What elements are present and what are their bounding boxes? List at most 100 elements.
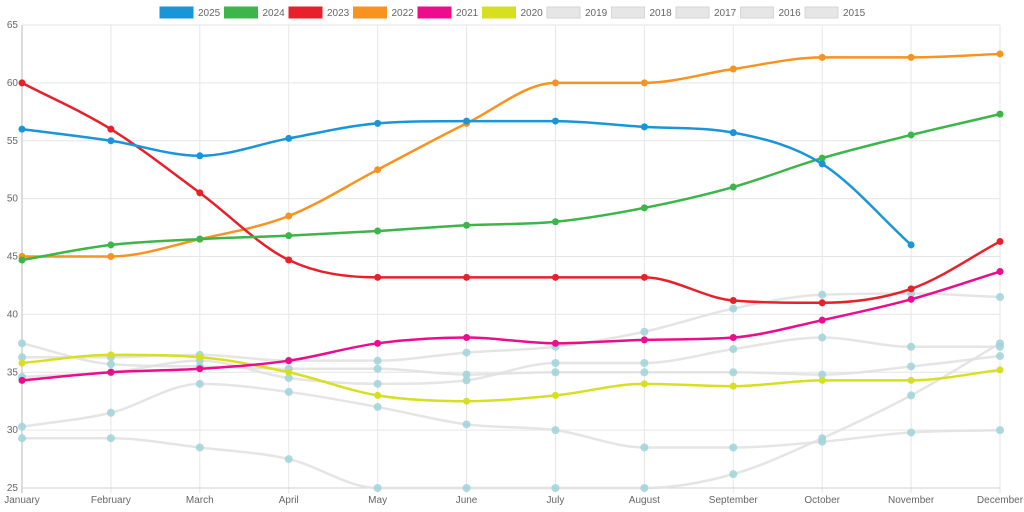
data-point-2019[interactable] (18, 339, 26, 348)
data-point-2024[interactable] (285, 232, 293, 240)
legend-item-2025[interactable]: 2025 (159, 6, 221, 19)
data-point-2021[interactable] (996, 268, 1004, 276)
data-point-2015[interactable] (729, 470, 738, 479)
data-point-2022[interactable] (729, 65, 737, 73)
data-point-2023[interactable] (285, 256, 293, 264)
data-point-2019[interactable] (462, 370, 471, 379)
data-point-2024[interactable] (640, 204, 648, 212)
data-point-2019[interactable] (373, 364, 382, 373)
data-point-2016[interactable] (284, 387, 293, 396)
data-point-2018[interactable] (462, 348, 471, 357)
data-point-2018[interactable] (18, 353, 26, 362)
data-point-2025[interactable] (907, 241, 915, 249)
data-point-2019[interactable] (551, 368, 560, 377)
data-point-2017[interactable] (907, 342, 916, 351)
data-point-2020[interactable] (18, 359, 26, 367)
data-point-2020[interactable] (374, 391, 382, 399)
data-point-2025[interactable] (285, 134, 293, 142)
data-point-2017[interactable] (996, 342, 1004, 351)
data-point-2019[interactable] (907, 362, 916, 371)
data-point-2019[interactable] (640, 368, 649, 377)
data-point-2019[interactable] (818, 370, 827, 379)
data-point-2024[interactable] (818, 154, 826, 162)
data-point-2019[interactable] (106, 360, 115, 369)
data-point-2022[interactable] (285, 212, 293, 220)
data-point-2020[interactable] (196, 353, 204, 361)
data-point-2023[interactable] (996, 237, 1004, 245)
data-point-2015[interactable] (907, 391, 916, 400)
data-point-2020[interactable] (551, 391, 559, 399)
data-point-2022[interactable] (818, 53, 826, 61)
data-point-2021[interactable] (196, 365, 204, 373)
legend-item-2017[interactable]: 2017 (675, 6, 737, 19)
data-point-2016[interactable] (907, 428, 916, 437)
data-point-2017[interactable] (551, 358, 560, 367)
data-point-2024[interactable] (463, 221, 471, 229)
data-point-2021[interactable] (18, 376, 26, 384)
data-point-2022[interactable] (551, 79, 559, 87)
data-point-2017[interactable] (284, 374, 293, 383)
data-point-2023[interactable] (18, 79, 26, 87)
data-point-2024[interactable] (996, 110, 1004, 118)
data-point-2022[interactable] (640, 79, 648, 87)
data-point-2021[interactable] (551, 339, 559, 347)
data-point-2021[interactable] (640, 336, 648, 344)
data-point-2022[interactable] (374, 166, 382, 174)
data-point-2019[interactable] (729, 368, 738, 377)
data-point-2015[interactable] (195, 443, 204, 452)
data-point-2017[interactable] (373, 379, 382, 388)
data-point-2023[interactable] (196, 189, 204, 197)
data-point-2016[interactable] (996, 426, 1004, 435)
data-point-2024[interactable] (729, 183, 737, 191)
data-point-2025[interactable] (107, 137, 115, 145)
data-point-2024[interactable] (196, 235, 204, 243)
data-point-2018[interactable] (640, 327, 649, 336)
data-point-2016[interactable] (106, 408, 115, 417)
data-point-2020[interactable] (285, 368, 293, 376)
data-point-2020[interactable] (729, 382, 737, 390)
data-point-2016[interactable] (551, 426, 560, 435)
data-point-2025[interactable] (640, 123, 648, 131)
data-point-2021[interactable] (818, 316, 826, 324)
data-point-2025[interactable] (463, 117, 471, 125)
data-point-2016[interactable] (818, 437, 827, 446)
data-point-2022[interactable] (907, 53, 915, 61)
data-point-2016[interactable] (462, 420, 471, 429)
data-point-2025[interactable] (729, 129, 737, 137)
legend-item-2015[interactable]: 2015 (804, 6, 866, 19)
data-point-2017[interactable] (462, 376, 471, 385)
legend-item-2016[interactable]: 2016 (740, 6, 802, 19)
data-point-2016[interactable] (18, 422, 26, 431)
data-point-2018[interactable] (996, 293, 1004, 302)
data-point-2020[interactable] (996, 366, 1004, 374)
data-point-2023[interactable] (107, 125, 115, 133)
legend-item-2020[interactable]: 2020 (482, 6, 544, 19)
legend-item-2021[interactable]: 2021 (417, 6, 479, 19)
data-point-2015[interactable] (462, 484, 471, 492)
data-point-2022[interactable] (107, 253, 115, 260)
data-point-2016[interactable] (373, 402, 382, 411)
data-point-2020[interactable] (463, 397, 471, 405)
data-point-2015[interactable] (640, 484, 649, 492)
data-point-2024[interactable] (107, 241, 115, 249)
data-point-2020[interactable] (907, 376, 915, 384)
legend-item-2024[interactable]: 2024 (224, 6, 286, 19)
data-point-2021[interactable] (463, 334, 471, 342)
data-point-2023[interactable] (551, 273, 559, 281)
data-point-2023[interactable] (818, 299, 826, 307)
data-point-2016[interactable] (729, 443, 738, 452)
data-point-2015[interactable] (551, 484, 560, 492)
data-point-2021[interactable] (729, 334, 737, 342)
data-point-2022[interactable] (996, 50, 1004, 58)
data-point-2023[interactable] (907, 285, 915, 293)
data-point-2021[interactable] (285, 357, 293, 365)
data-point-2025[interactable] (374, 119, 382, 127)
data-point-2025[interactable] (18, 125, 26, 133)
data-point-2023[interactable] (640, 273, 648, 281)
data-point-2024[interactable] (374, 227, 382, 235)
data-point-2021[interactable] (107, 368, 115, 376)
data-point-2020[interactable] (818, 376, 826, 384)
data-point-2024[interactable] (551, 218, 559, 226)
data-point-2020[interactable] (107, 351, 115, 359)
data-point-2015[interactable] (106, 434, 115, 443)
